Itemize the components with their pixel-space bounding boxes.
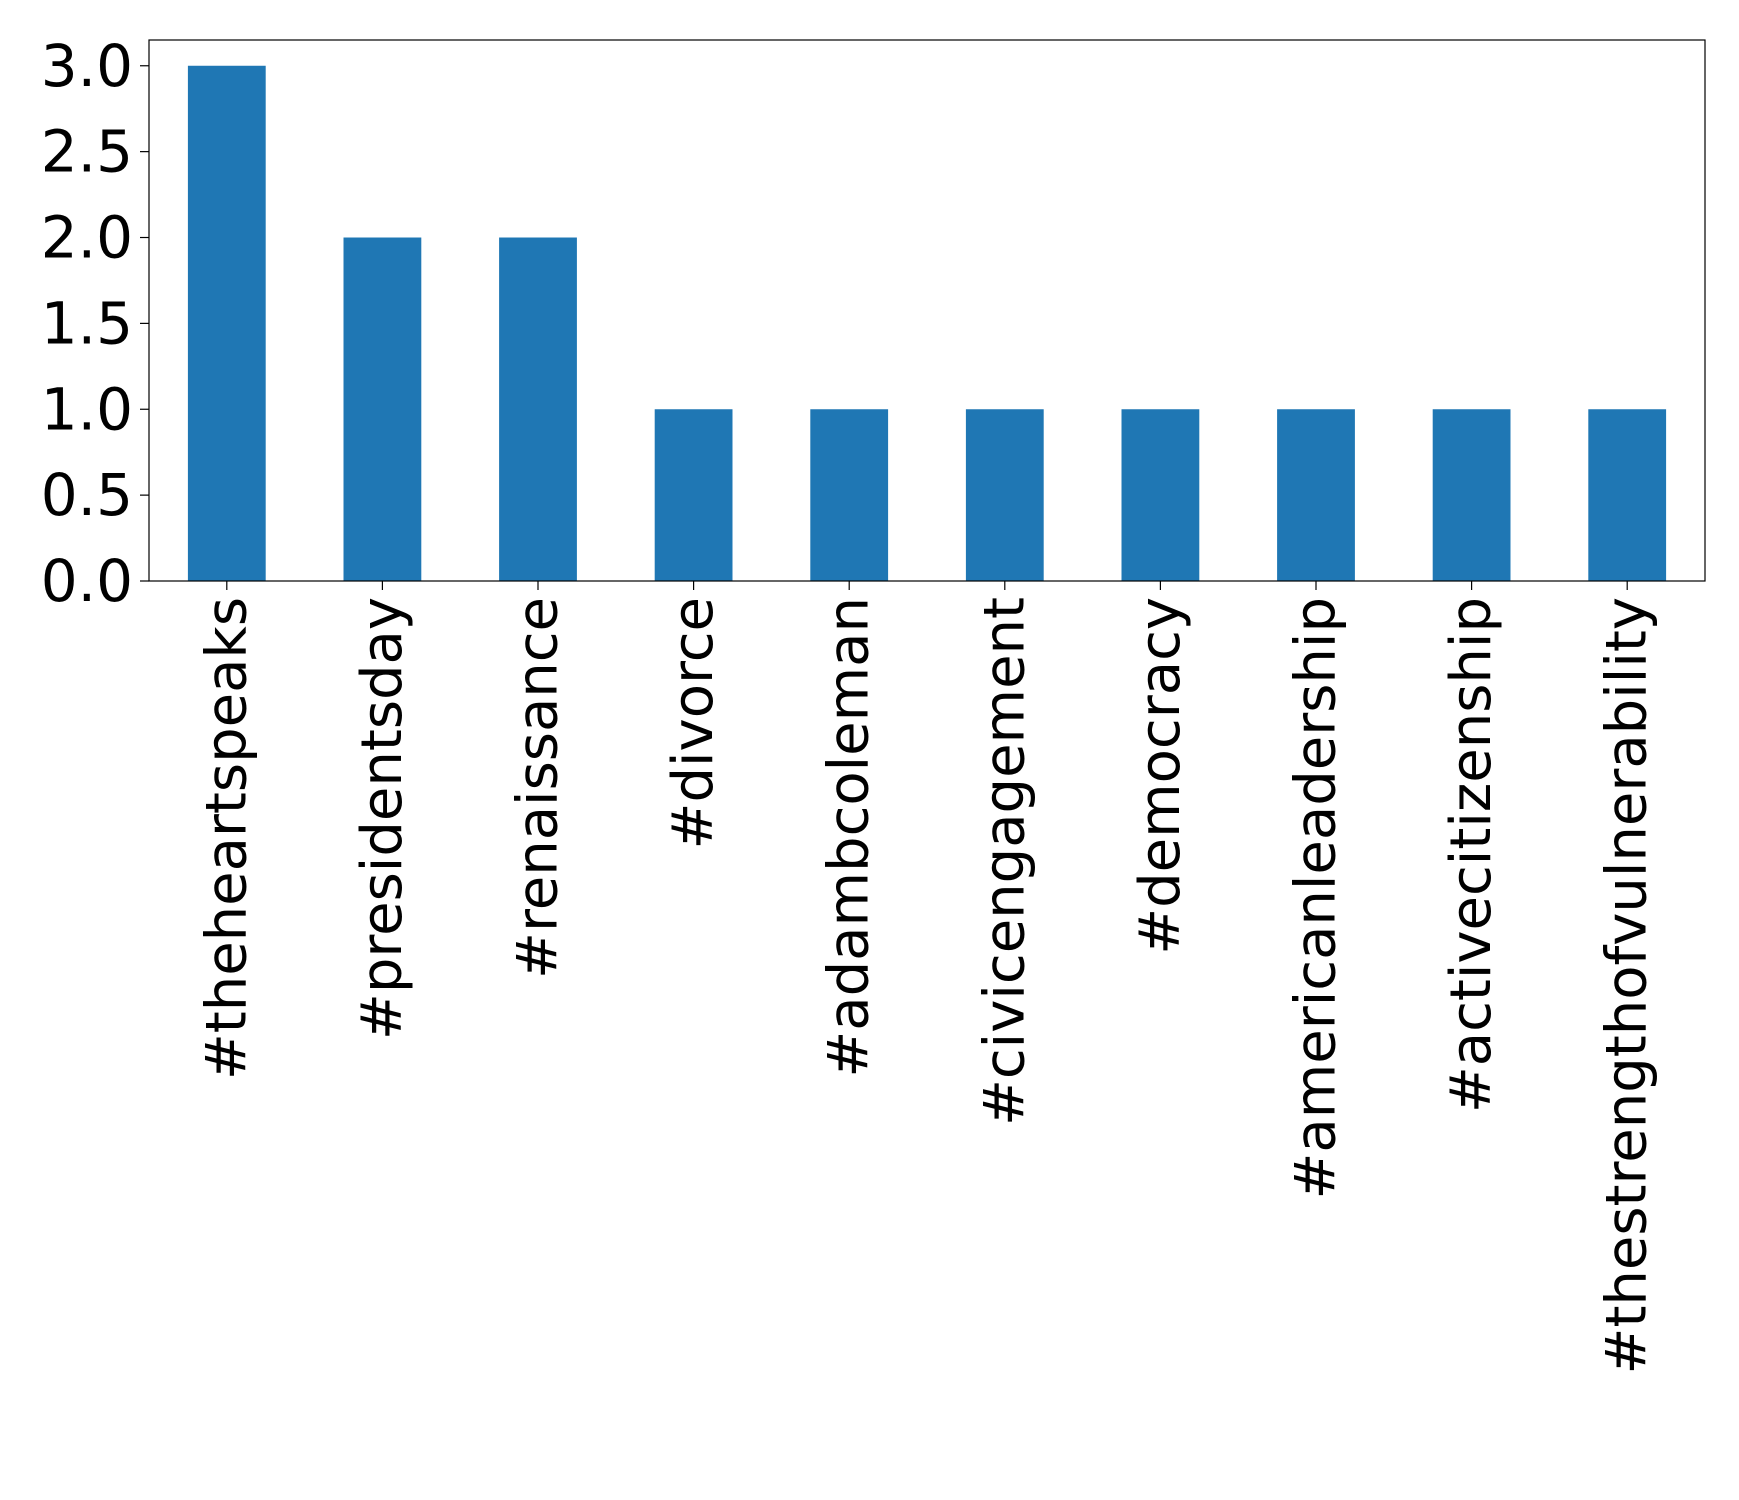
- y-tick-label: 1.5: [41, 289, 133, 357]
- x-tick-label: #adambcoleman: [817, 597, 882, 1078]
- x-tick-label: #presidentsday: [350, 597, 415, 1040]
- y-tick-label: 3.0: [41, 32, 133, 100]
- x-tick-label: #civicengagement: [972, 597, 1037, 1126]
- x-tick-label: #renaissance: [506, 597, 571, 979]
- x-tick-label: #theheartspeaks: [194, 597, 259, 1080]
- x-axis-ticks: #theheartspeaks #presidentsday #renaissanc…: [194, 581, 1660, 1374]
- bar-presidentsday: [343, 237, 422, 581]
- y-tick-label: 2.5: [41, 118, 133, 186]
- y-axis-ticks: 0.0 0.5 1.0 1.5 2.0 2.5 3.0: [41, 32, 149, 615]
- bar-renaissance: [499, 237, 577, 581]
- x-tick-label: #divorce: [661, 597, 726, 849]
- bar-thestrengthofvulnerability: [1588, 409, 1667, 581]
- bar-americanleadership: [1277, 409, 1355, 581]
- axes-layer: [148, 39, 1706, 582]
- bars-layer: [187, 65, 1667, 581]
- bar-democracy: [1121, 409, 1200, 581]
- x-tick-label: #democracy: [1128, 597, 1193, 955]
- x-tick-label: #americanleadership: [1284, 597, 1349, 1200]
- bar-divorce: [654, 409, 733, 581]
- bar-civicengagement: [965, 409, 1044, 581]
- bar-activecitizenship: [1432, 409, 1511, 581]
- y-tick-label: 0.5: [41, 461, 133, 529]
- x-tick-label: #activecitizenship: [1439, 597, 1504, 1113]
- plot-frame: [148, 39, 1706, 582]
- y-tick-label: 2.0: [41, 204, 133, 272]
- bar-theheartspeaks: [187, 65, 266, 581]
- y-tick-label: 0.0: [41, 547, 133, 615]
- y-tick-label: 1.0: [41, 375, 133, 443]
- bar-adambcoleman: [810, 409, 889, 581]
- x-tick-label: #thestrengthofvulnerability: [1595, 597, 1660, 1374]
